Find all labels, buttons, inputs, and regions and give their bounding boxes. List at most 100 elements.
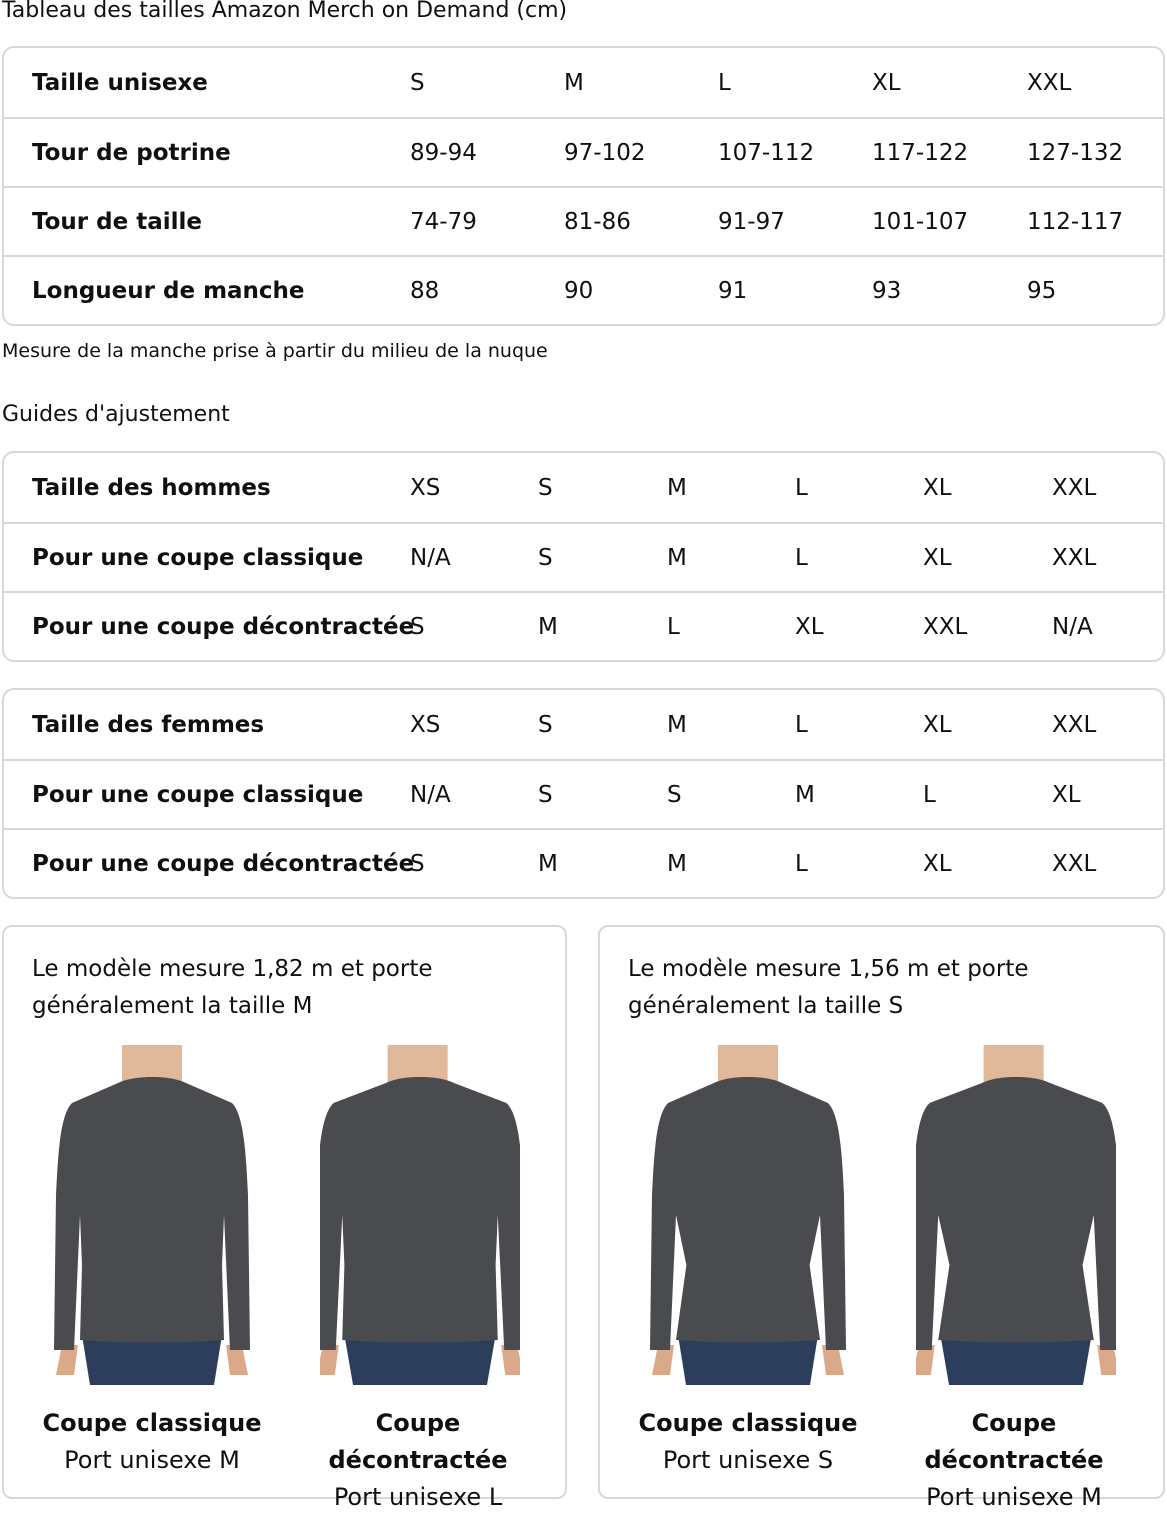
men-fit-table: Taille des hommes XS S M L XL XXL Pour une coup… — [2, 451, 1165, 662]
model-card-women: Le modèle mesure 1,56 m et porte général… — [598, 925, 1165, 1511]
fit-name: Coupe classique — [638, 1409, 858, 1437]
cell-value: L — [795, 711, 808, 738]
row-label: Longueur de manche — [32, 277, 305, 304]
cell-value: XL — [923, 474, 952, 501]
cell-value: 127-132 — [1027, 139, 1124, 166]
row-label: Taille des femmes — [32, 711, 265, 738]
cell-value: N/A — [1052, 613, 1093, 640]
table-row: Taille unisexe S M L XL XXL — [4, 48, 1163, 117]
cell-value: N/A — [410, 544, 451, 571]
cell-value: XL — [923, 711, 952, 738]
chart-title: Tableau des tailles Amazon Merch on Dema… — [2, 0, 568, 23]
cell-value: L — [795, 544, 808, 571]
cell-value: L — [795, 850, 808, 877]
fit-name: Coupe décontractée — [924, 1409, 1104, 1474]
cell-value: L — [795, 474, 808, 501]
row-label: Pour une coupe classique — [32, 781, 364, 808]
table-row: Taille des hommes XS S M L XL XXL — [4, 453, 1163, 522]
cell-value: XL — [795, 613, 824, 640]
fit-size: Port unisexe L — [333, 1483, 503, 1511]
fit-size: Port unisexe S — [662, 1446, 834, 1474]
cell-value: N/A — [410, 781, 451, 808]
cell-value: 107-112 — [718, 139, 815, 166]
row-label: Taille des hommes — [32, 474, 271, 501]
cell-value: S — [538, 544, 553, 571]
table-row: Pour une coupe décontractée S M L XL XXL N/A — [4, 591, 1163, 660]
cell-value: 88 — [410, 277, 440, 304]
model-description: Le modèle mesure 1,56 m et porte général… — [628, 956, 1029, 1019]
cell-value: 93 — [872, 277, 902, 304]
cell-value: 117-122 — [872, 139, 969, 166]
cell-value: XXL — [1052, 850, 1097, 877]
table-row: Taille des femmes XS S M L XL XXL — [4, 690, 1163, 759]
model-photo — [910, 1045, 1122, 1385]
cell-value: S — [410, 613, 425, 640]
cell-value: M — [564, 69, 584, 96]
cell-value: S — [667, 781, 682, 808]
cell-value: 91-97 — [718, 208, 785, 235]
cell-value: 95 — [1027, 277, 1057, 304]
row-label: Tour de taille — [32, 208, 202, 235]
cell-value: 81-86 — [564, 208, 631, 235]
row-label: Pour une coupe classique — [32, 544, 364, 571]
row-label: Taille unisexe — [32, 69, 208, 96]
fit-caption: Coupe décontractée Port unisexe M — [884, 1405, 1144, 1516]
cell-value: 90 — [564, 277, 594, 304]
cell-value: XXL — [1052, 544, 1097, 571]
cell-value: M — [667, 474, 687, 501]
model-photo — [314, 1045, 526, 1385]
sleeve-note: Mesure de la manche prise à partir du mi… — [2, 340, 548, 362]
cell-value: M — [667, 544, 687, 571]
cell-value: S — [410, 69, 425, 96]
cell-value: 97-102 — [564, 139, 646, 166]
table-row: Pour une coupe décontractée S M M L XL XXL — [4, 828, 1163, 897]
cell-value: XL — [923, 544, 952, 571]
cell-value: XL — [872, 69, 901, 96]
row-label: Pour une coupe décontractée — [32, 613, 415, 640]
fit-name: Coupe décontractée — [328, 1409, 508, 1474]
cell-value: M — [667, 711, 687, 738]
fit-size: Port unisexe M — [64, 1446, 240, 1474]
table-row: Tour de potrine 89-94 97-102 107-112 117-122… — [4, 117, 1163, 186]
cell-value: XXL — [1052, 711, 1097, 738]
fit-caption: Coupe décontractée Port unisexe L — [288, 1405, 548, 1516]
table-row: Longueur de manche 88 90 91 93 95 — [4, 255, 1163, 324]
cell-value: L — [667, 613, 680, 640]
women-fit-table: Taille des femmes XS S M L XL XXL Pour une coup… — [2, 688, 1165, 899]
size-chart-table: Taille unisexe S M L XL XXL Tour de potrine 89-… — [2, 46, 1165, 326]
cell-value: S — [538, 474, 553, 501]
cell-value: XS — [410, 711, 441, 738]
cell-value: XXL — [923, 613, 968, 640]
table-row: Pour une coupe classique N/A S M L XL XXL — [4, 522, 1163, 591]
cell-value: 112-117 — [1027, 208, 1124, 235]
cell-value: S — [538, 781, 553, 808]
model-description: Le modèle mesure 1,82 m et porte général… — [32, 956, 433, 1019]
cell-value: XXL — [1052, 474, 1097, 501]
cell-value: M — [538, 613, 558, 640]
cell-value: XL — [1052, 781, 1081, 808]
cell-value: M — [667, 850, 687, 877]
cell-value: M — [795, 781, 815, 808]
cell-value: S — [538, 711, 553, 738]
cell-value: 74-79 — [410, 208, 477, 235]
fit-caption: Coupe classique Port unisexe S — [618, 1405, 878, 1479]
fit-size: Port unisexe M — [926, 1483, 1102, 1511]
cell-value: S — [410, 850, 425, 877]
table-row: Pour une coupe classique N/A S S M L XL — [4, 759, 1163, 828]
fit-guides-title: Guides d'ajustement — [2, 402, 230, 427]
cell-value: L — [923, 781, 936, 808]
cell-value: XL — [923, 850, 952, 877]
cell-value: 89-94 — [410, 139, 477, 166]
cell-value: XXL — [1027, 69, 1072, 96]
row-label: Tour de potrine — [32, 139, 231, 166]
model-card-men: Le modèle mesure 1,82 m et porte général… — [2, 925, 567, 1511]
cell-value: L — [718, 69, 731, 96]
model-photo — [648, 1045, 848, 1385]
cell-value: 101-107 — [872, 208, 969, 235]
cell-value: M — [538, 850, 558, 877]
model-photo — [52, 1045, 252, 1385]
fit-name: Coupe classique — [42, 1409, 262, 1437]
row-label: Pour une coupe décontractée — [32, 850, 415, 877]
cell-value: 91 — [718, 277, 748, 304]
table-row: Tour de taille 74-79 81-86 91-97 101-107 112-… — [4, 186, 1163, 255]
